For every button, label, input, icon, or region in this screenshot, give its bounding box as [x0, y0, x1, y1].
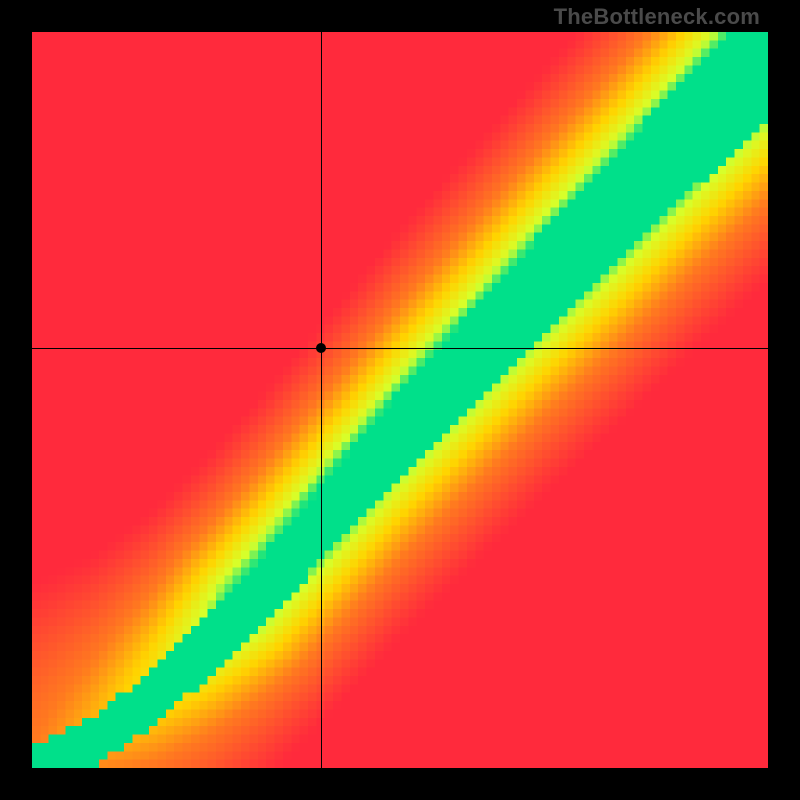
bottleneck-heatmap — [32, 32, 768, 768]
chart-outer-frame: TheBottleneck.com — [0, 0, 800, 800]
crosshair-horizontal-line — [32, 348, 768, 349]
crosshair-marker-dot — [316, 343, 326, 353]
crosshair-vertical-line — [321, 32, 322, 768]
watermark-text: TheBottleneck.com — [554, 4, 760, 30]
heatmap-plot-area — [32, 32, 768, 768]
